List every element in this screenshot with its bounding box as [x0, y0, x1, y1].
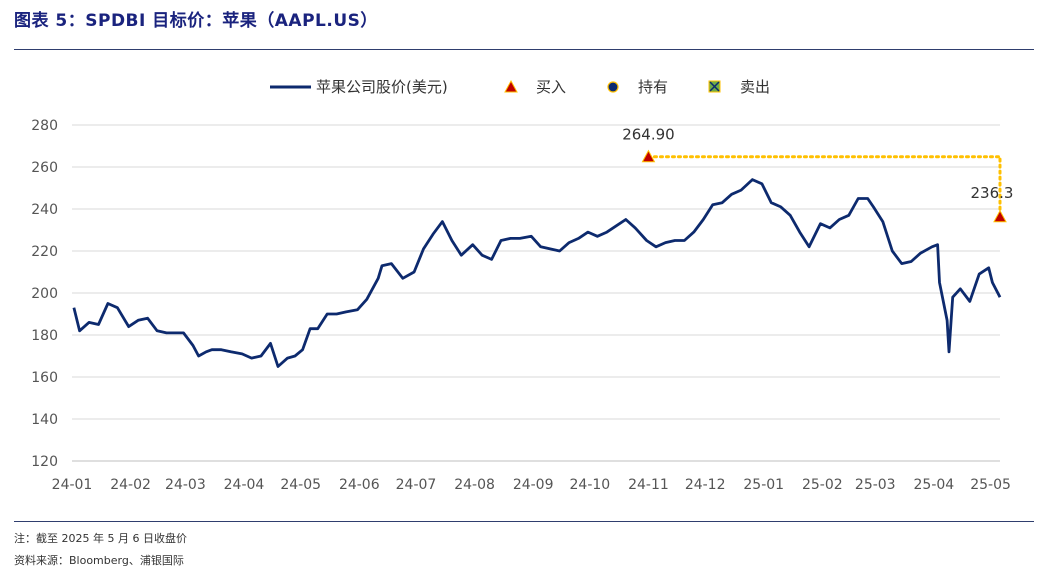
x-tick-label: 25-02: [802, 477, 843, 493]
legend-hold-icon: [607, 81, 619, 93]
y-tick-label: 120: [31, 454, 58, 470]
x-tick-label: 24-11: [628, 477, 669, 493]
y-tick-label: 200: [31, 286, 58, 302]
x-tick-label: 24-03: [165, 477, 206, 493]
y-tick-label: 160: [31, 370, 58, 386]
footer-divider: [14, 521, 1034, 522]
x-tick-label: 25-05: [970, 477, 1011, 493]
price-line: [72, 178, 1002, 368]
price-series: [72, 178, 1002, 368]
y-tick-label: 180: [31, 328, 58, 344]
buy-marker: [993, 209, 1007, 223]
x-tick-label: 24-04: [224, 477, 265, 493]
y-tick-label: 240: [31, 202, 58, 218]
target-connector: [646, 155, 1002, 219]
legend-item-sell: 卖出: [740, 78, 770, 96]
source-note: 资料来源：Bloomberg、浦银国际: [14, 554, 184, 567]
x-tick-label: 24-05: [280, 477, 321, 493]
y-tick-label: 140: [31, 412, 58, 428]
footnote: 注：截至 2025 年 5 月 6 日收盘价: [14, 532, 187, 545]
x-tick-label: 24-08: [454, 477, 495, 493]
x-tick-label: 24-01: [52, 477, 93, 493]
x-tick-label: 24-02: [110, 477, 151, 493]
legend-buy-icon: [504, 79, 518, 93]
target-price-label: 264.90: [622, 126, 675, 144]
x-tick-label: 25-03: [855, 477, 896, 493]
title-divider: [14, 49, 1034, 50]
legend-item-price: 苹果公司股价(美元): [316, 78, 448, 96]
legend: 苹果公司股价(美元) 买入 持有 卖出: [270, 78, 770, 96]
x-tick-label: 24-06: [339, 477, 380, 493]
legend-sell-cross: [709, 81, 720, 92]
x-tick-label: 24-10: [570, 477, 611, 493]
legend-item-buy: 买入: [536, 78, 566, 96]
x-axis-ticks: 24-01 24-02 24-03 24-04 24-05 24-06 24-07 24-08…: [52, 477, 1011, 493]
legend-item-hold: 持有: [638, 78, 668, 96]
target-price-markers: 264.90 236.3: [622, 126, 1014, 223]
x-tick-label: 24-12: [685, 477, 726, 493]
target-price-label: 236.3: [971, 184, 1014, 202]
x-tick-label: 25-01: [743, 477, 784, 493]
y-tick-label: 260: [31, 160, 58, 176]
gridlines: [72, 124, 1000, 420]
x-tick-label: 25-04: [914, 477, 955, 493]
buy-marker: [641, 149, 656, 163]
y-tick-label: 280: [31, 118, 58, 134]
y-axis-ticks: 120 140 160 180 200 220 240 260 280: [31, 118, 58, 470]
y-tick-label: 220: [31, 244, 58, 260]
x-tick-label: 24-09: [513, 477, 554, 493]
page-title: 图表 5：SPDBI 目标价：苹果（AAPL.US）: [14, 11, 378, 31]
x-tick-label: 24-07: [396, 477, 437, 493]
